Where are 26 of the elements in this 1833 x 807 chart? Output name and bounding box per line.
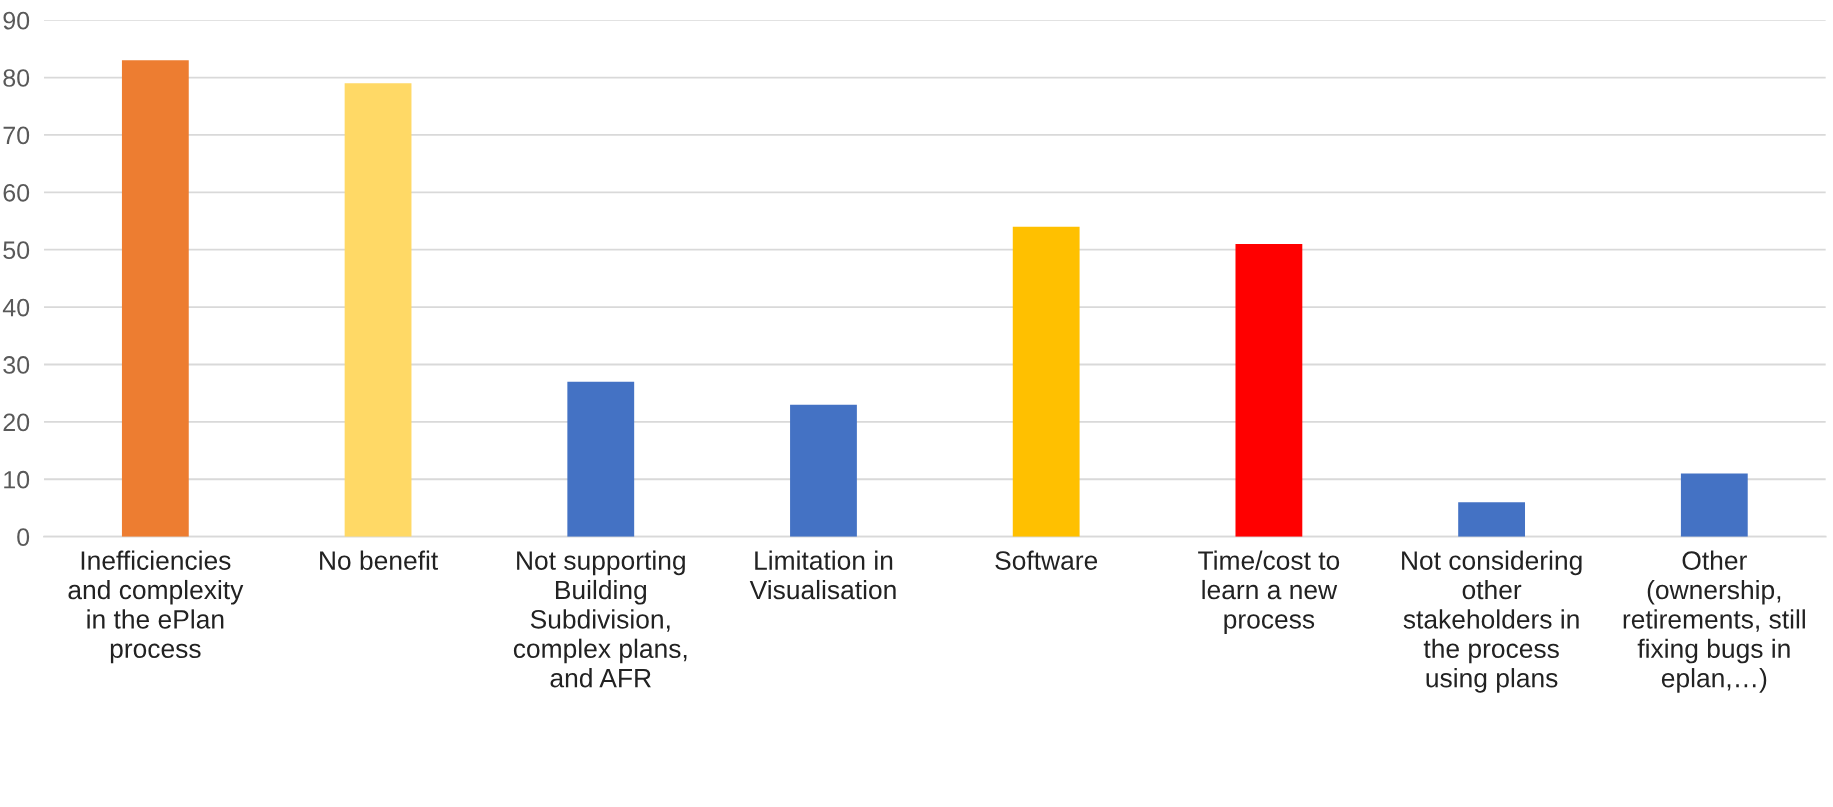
- bar: [1235, 243, 1303, 537]
- x-tick-label: No benefit: [320, 550, 439, 570]
- bar: [121, 60, 189, 537]
- bar: [1012, 226, 1080, 537]
- bar: [1458, 502, 1526, 537]
- y-tick-label: 40: [2, 298, 30, 317]
- x-tick-label: Software: [995, 550, 1098, 570]
- y-tick-label: 0: [17, 528, 30, 546]
- y-tick-label: 90: [3, 11, 30, 30]
- x-tick-label: Not considering other stakeholders in the process using plans: [1402, 550, 1582, 693]
- x-tick-label: Not supporting Building Subdivision, complex plans, and AFR: [513, 550, 687, 688]
- y-tick-label: 20: [3, 413, 30, 432]
- bar: [790, 404, 857, 537]
- y-tick-label: 80: [3, 69, 30, 87]
- y-tick-label: 10: [4, 470, 30, 489]
- y-tick-label: 50: [3, 241, 30, 260]
- x-tick-label: Limitation in Visualisation: [749, 550, 896, 600]
- bar: [1680, 473, 1748, 537]
- y-tick-label: 30: [3, 356, 30, 374]
- y-tick-label: 70: [3, 126, 30, 145]
- bar: [567, 381, 635, 537]
- bar: [344, 83, 412, 537]
- x-tick-label: Other (ownership, retirements, still fixing bugs in eplan,…): [1623, 550, 1805, 693]
- x-tick-label: Inefficiencies and complexity in the ePlan process: [68, 550, 244, 664]
- x-tick-label: Time/cost to learn a new process: [1198, 550, 1340, 634]
- y-tick-label: 60: [3, 183, 30, 202]
